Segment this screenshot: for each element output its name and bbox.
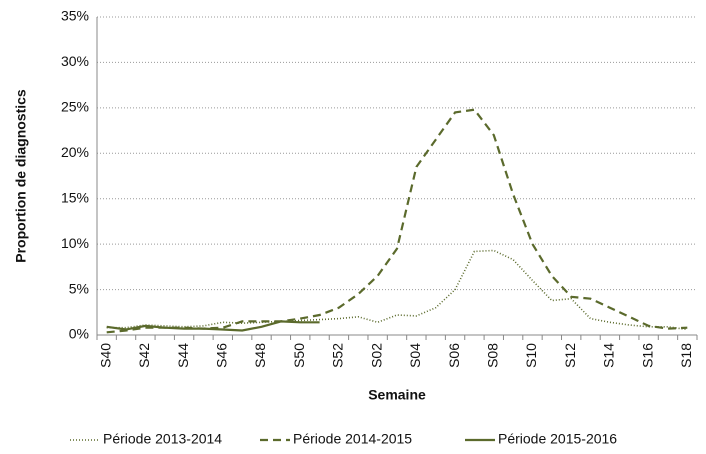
x-tick-label: S16	[639, 343, 655, 368]
x-tick-label: S40	[97, 343, 113, 368]
x-tick-label: S02	[368, 343, 384, 368]
y-tick-label: 15%	[61, 189, 89, 205]
x-tick-label: S14	[601, 343, 617, 368]
x-tick-label: S42	[136, 343, 152, 368]
y-tick-label: 0%	[69, 326, 89, 342]
y-tick-label: 20%	[61, 144, 89, 160]
x-tick-label: S50	[291, 343, 307, 368]
legend-label: Période 2014-2015	[293, 431, 412, 447]
x-tick-label: S10	[523, 343, 539, 368]
x-tick-label: S08	[484, 343, 500, 368]
x-tick-label: S52	[330, 343, 346, 368]
x-tick-label: S12	[562, 343, 578, 368]
series-line	[106, 320, 320, 332]
y-tick-label: 25%	[61, 99, 89, 115]
y-tick-label: 10%	[61, 235, 89, 251]
x-tick-label: S06	[446, 343, 462, 368]
x-tick-label: S44	[175, 343, 191, 368]
y-tick-label: 5%	[69, 280, 89, 296]
x-tick-label: S46	[214, 343, 230, 368]
y-tick-label: 35%	[61, 8, 89, 24]
x-axis-title: Semaine	[368, 387, 426, 403]
series-line	[106, 108, 688, 334]
x-tick-label: S04	[407, 343, 423, 368]
legend-label: Période 2013-2014	[103, 431, 222, 447]
x-tick-label: S48	[252, 343, 268, 368]
x-tick-label: S18	[678, 343, 694, 368]
legend-label: Période 2015-2016	[498, 431, 617, 447]
y-axis-title: Proportion de diagnostics	[13, 89, 29, 263]
y-tick-label: 30%	[61, 53, 89, 69]
